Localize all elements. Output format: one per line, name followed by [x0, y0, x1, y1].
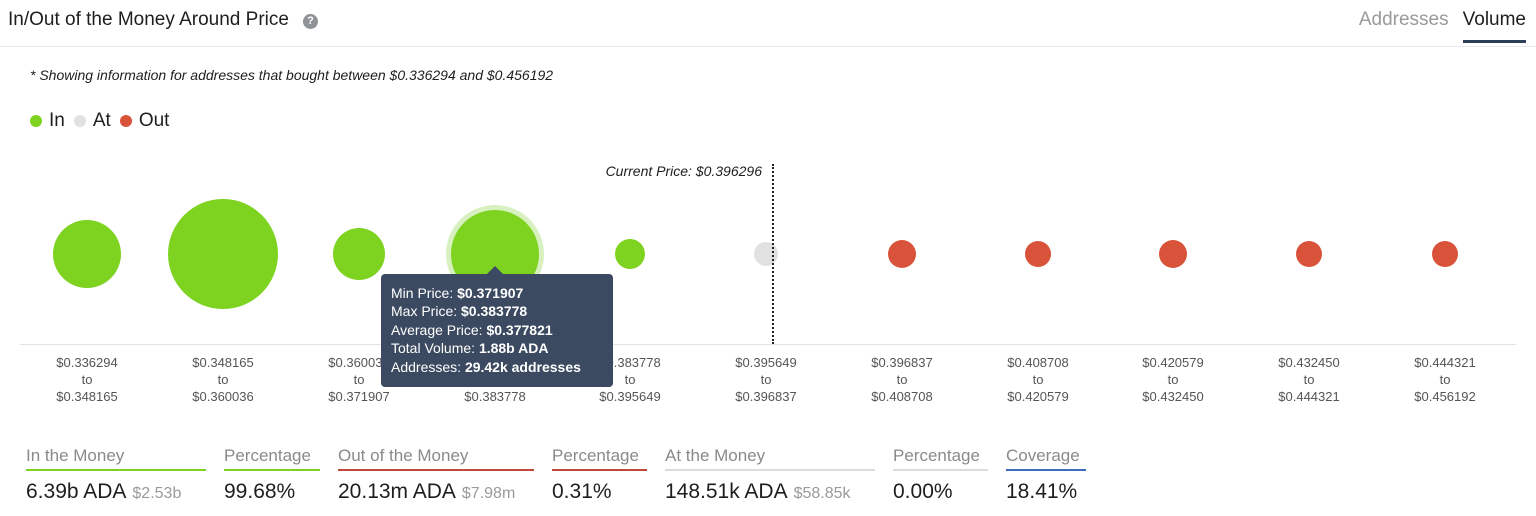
- x-axis-label: $0.348165 to $0.360036: [192, 355, 254, 404]
- tab-volume[interactable]: Volume: [1462, 9, 1526, 43]
- stat-in-percentage: Percentage 99.68%: [224, 446, 320, 504]
- x-axis-label: $0.408708 to $0.420579: [1007, 355, 1069, 404]
- stat-at-percentage: Percentage 0.00%: [893, 446, 988, 504]
- title-text: In/Out of the Money Around Price: [8, 9, 289, 30]
- bubble-out[interactable]: [1432, 241, 1458, 267]
- range-note: * Showing information for addresses that…: [30, 67, 554, 83]
- bubble-tooltip: Min Price: $0.371907 Max Price: $0.38377…: [381, 266, 613, 387]
- out-dot-icon: [119, 115, 132, 127]
- x-axis-label: $0.396837 to $0.408708: [871, 355, 933, 404]
- x-axis-label: $0.383778 to $0.395649: [599, 355, 661, 404]
- header: In/Out of the Money Around Price ? Addre…: [0, 0, 1536, 47]
- in-dot-icon: [30, 115, 42, 127]
- stat-coverage: Coverage 18.41%: [1006, 446, 1086, 504]
- at-dot-icon: [73, 115, 86, 127]
- view-tabs: Addresses Volume: [1359, 9, 1526, 43]
- bubble-chart: Current Price: $0.396296 $0.336294 to $0.3…: [20, 150, 1516, 410]
- x-axis-label: $0.432450 to $0.444321: [1278, 355, 1340, 404]
- bubble-in[interactable]: [615, 239, 645, 269]
- legend-item-out[interactable]: Out: [119, 110, 170, 132]
- x-axis-label: $0.360036 to $0.371907: [328, 355, 390, 404]
- legend-item-in[interactable]: In: [30, 110, 65, 132]
- bubble-at[interactable]: [754, 242, 778, 266]
- x-axis-label: $0.336294 to $0.348165: [56, 355, 118, 404]
- bubble-in[interactable]: [168, 199, 278, 309]
- legend-item-at[interactable]: At: [73, 110, 111, 132]
- summary-stats: In the Money 6.39b ADA $2.53b Percentage …: [26, 446, 1104, 504]
- x-axis-label: $0.420579 to $0.432450: [1142, 355, 1204, 404]
- x-axis-label: $0.395649 to $0.396837: [735, 355, 797, 404]
- chart-baseline: [20, 344, 1516, 345]
- x-axis-label: $0.444321 to $0.456192: [1414, 355, 1476, 404]
- bubble-out[interactable]: [1159, 240, 1187, 268]
- bubble-out[interactable]: [888, 240, 916, 268]
- stat-in-the-money: In the Money 6.39b ADA $2.53b: [26, 446, 206, 504]
- bubble-in[interactable]: [53, 220, 121, 288]
- legend-label: Out: [138, 110, 170, 131]
- current-price-line: [772, 164, 774, 344]
- legend-label: At: [92, 110, 111, 131]
- legend: In At Out: [30, 110, 178, 132]
- current-price-label: Current Price: $0.396296: [605, 163, 762, 179]
- bubble-out[interactable]: [1025, 241, 1051, 267]
- stat-out-percentage: Percentage 0.31%: [552, 446, 647, 504]
- page-title: In/Out of the Money Around Price ?: [8, 9, 318, 31]
- bubble-in[interactable]: [333, 228, 385, 280]
- bubble-out[interactable]: [1296, 241, 1322, 267]
- help-icon[interactable]: ?: [302, 13, 318, 29]
- tab-addresses[interactable]: Addresses: [1358, 9, 1449, 30]
- legend-label: In: [49, 110, 65, 131]
- stat-at-the-money: At the Money 148.51k ADA $58.85k: [665, 446, 875, 504]
- stat-out-of-the-money: Out of the Money 20.13m ADA $7.98m: [338, 446, 534, 504]
